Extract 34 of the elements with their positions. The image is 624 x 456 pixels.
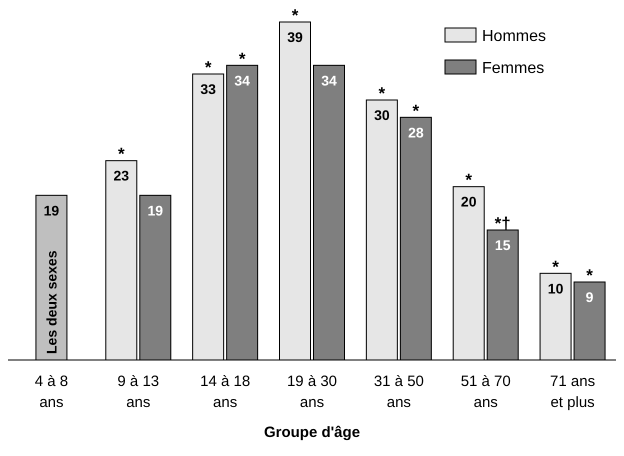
annotation: * <box>412 101 420 120</box>
data-label: 34 <box>321 72 337 88</box>
annotation: * <box>238 49 246 68</box>
annotation: * <box>378 84 386 103</box>
data-label: 23 <box>113 168 130 184</box>
x-tick-label: 51 à 70 ans <box>460 373 511 411</box>
x-tick-label: 9 à 13 ans <box>117 373 160 411</box>
x-tick-label: 4 à 8 ans <box>34 373 68 411</box>
annotation: * <box>204 58 212 77</box>
annotation: * <box>465 170 472 190</box>
x-tick-label: 14 à 18 ans <box>200 373 250 411</box>
legend-label: Femmes <box>482 60 544 77</box>
data-label: 34 <box>234 72 250 88</box>
annotation: * <box>118 144 125 164</box>
data-label: 30 <box>374 107 390 123</box>
data-label: 20 <box>460 194 477 210</box>
annotation: * <box>552 257 560 276</box>
annotation: *† <box>494 214 511 233</box>
data-label: 33 <box>200 81 216 97</box>
x-axis-title: Groupe d'âge <box>264 424 360 441</box>
data-label: 19 <box>44 202 60 218</box>
annotation: * <box>292 6 299 25</box>
data-label: 15 <box>494 237 511 253</box>
series-label: Les deux sexes <box>43 250 60 354</box>
legend-label: Hommes <box>482 28 546 45</box>
data-label: 19 <box>147 202 164 218</box>
annotation: * <box>586 266 594 285</box>
x-tick-label: 19 à 30 ans <box>286 373 338 411</box>
data-label: 9 <box>586 289 594 305</box>
data-label: 39 <box>287 29 303 45</box>
x-tick-label: 31 à 50 ans <box>374 373 424 411</box>
x-tick-label: 71 ans et plus <box>550 373 596 411</box>
data-label: 10 <box>548 280 564 296</box>
data-label: 28 <box>408 124 424 140</box>
